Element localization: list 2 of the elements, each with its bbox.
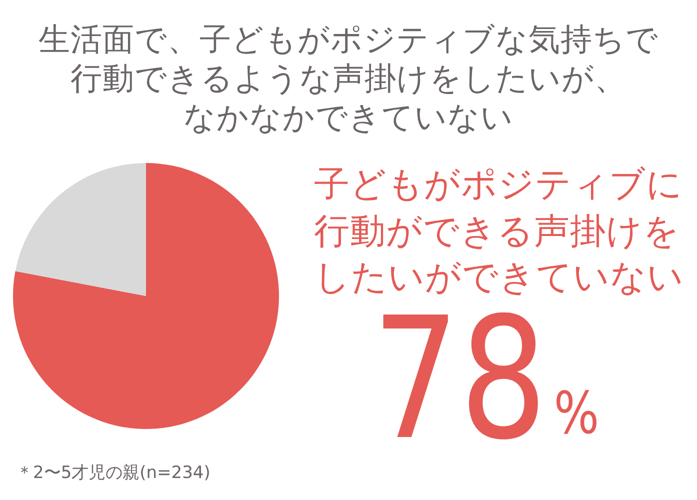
text: ＊2〜5才児の親(n=234)	[16, 462, 210, 484]
chart-title: 生活面で、子どもがポジティブな気持ちで行動できるような声掛けをしたいが、なかなかできていない	[38, 21, 658, 138]
